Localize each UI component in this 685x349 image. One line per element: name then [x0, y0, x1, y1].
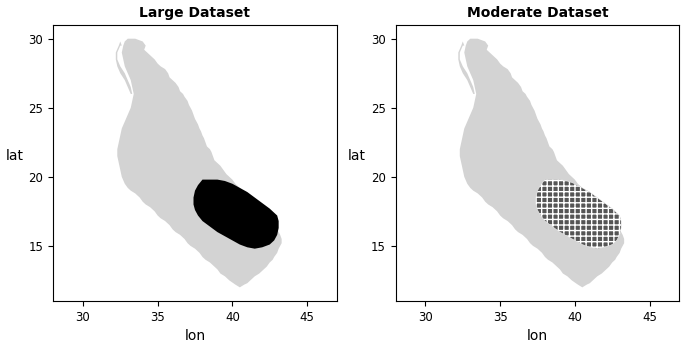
Polygon shape [117, 39, 282, 287]
Polygon shape [458, 42, 475, 94]
Polygon shape [116, 42, 132, 94]
X-axis label: lon: lon [184, 329, 206, 343]
Y-axis label: lat: lat [5, 149, 23, 163]
Polygon shape [485, 46, 497, 80]
Title: Large Dataset: Large Dataset [140, 6, 251, 20]
Polygon shape [142, 46, 155, 80]
Polygon shape [536, 180, 621, 249]
Polygon shape [193, 180, 279, 249]
X-axis label: lon: lon [527, 329, 548, 343]
Polygon shape [460, 39, 624, 287]
Y-axis label: lat: lat [348, 149, 366, 163]
Title: Moderate Dataset: Moderate Dataset [466, 6, 608, 20]
